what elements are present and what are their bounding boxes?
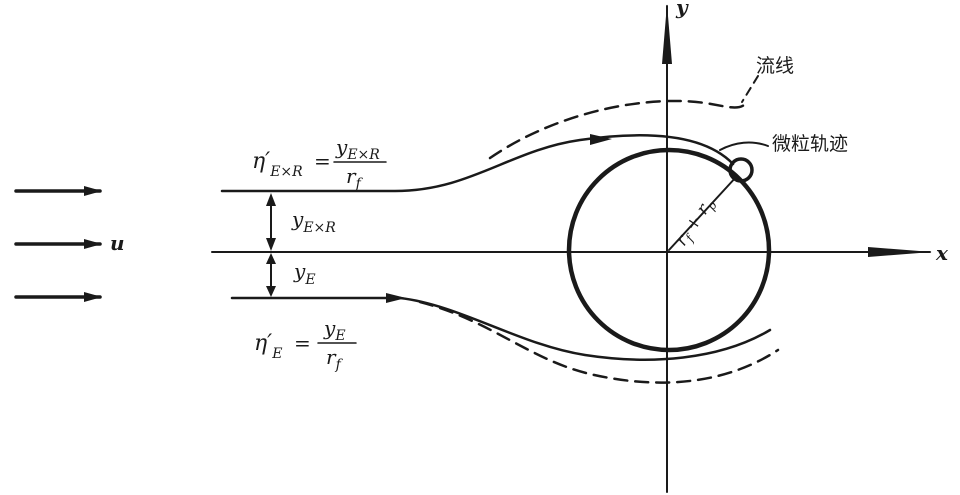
eta-exr-equals: = — [314, 149, 331, 173]
svg-text:rf: rf — [346, 164, 364, 192]
dimension-arrows — [266, 193, 276, 297]
upper-particle-trajectory — [220, 134, 735, 193]
svg-text:rf: rf — [326, 345, 344, 373]
x-axis-label: x — [935, 241, 949, 265]
eta-e-numerator: y — [323, 316, 336, 340]
svg-text:yE×R: yE×R — [335, 135, 380, 163]
svg-text:yE: yE — [323, 316, 346, 344]
eta-e-numerator-sub: E — [334, 328, 345, 344]
particle-circle — [728, 157, 754, 183]
radius-sum-label: rf + rp — [672, 194, 720, 251]
y-e-dimension-label: yE — [293, 259, 316, 288]
eta-e-formula: η′E = yE rf — [254, 316, 357, 373]
y-exr-dimension-label: yE×R — [291, 207, 336, 236]
streamline-leader — [741, 75, 759, 103]
radius-line — [668, 175, 738, 251]
flow-velocity-label: u — [110, 231, 125, 255]
incoming-flow-arrows — [14, 186, 102, 302]
eta-exr-subscript: E×R — [269, 164, 303, 180]
x-axis-arrow — [868, 247, 932, 257]
eta-exr-denominator-sub: f — [355, 176, 364, 192]
svg-text:η′E×R: η′E×R — [252, 149, 303, 180]
lower-trajectory-arrow — [386, 293, 406, 303]
eta-exr-denominator: r — [346, 164, 357, 188]
fiber-collector-circle — [566, 147, 772, 353]
eta-e-denominator: r — [326, 345, 337, 369]
svg-text:η′E: η′E — [254, 331, 282, 362]
particle-trajectory-label: 微粒轨迹 — [772, 133, 848, 155]
y-axis-label: y — [675, 0, 689, 19]
eta-e-subscript: E — [271, 346, 282, 362]
y-axis-arrow — [662, 4, 672, 64]
trajectory-leader — [719, 141, 769, 151]
eta-exr-formula: η′E×R = yE×R rf — [252, 135, 387, 192]
streamline-label: 流线 — [756, 55, 794, 77]
upper-streamline — [488, 98, 750, 160]
eta-e-symbol: η′ — [254, 331, 272, 356]
upper-trajectory-arrow — [590, 134, 612, 145]
lower-streamline — [418, 300, 780, 384]
eta-exr-numerator-sub: E×R — [346, 147, 380, 163]
lower-particle-trajectory — [230, 296, 772, 361]
eta-e-denominator-sub: f — [335, 357, 344, 373]
eta-e-equals: = — [294, 331, 311, 355]
coordinate-axes — [211, 4, 932, 493]
eta-exr-numerator: y — [335, 135, 348, 159]
eta-exr-symbol: η′ — [252, 149, 270, 174]
